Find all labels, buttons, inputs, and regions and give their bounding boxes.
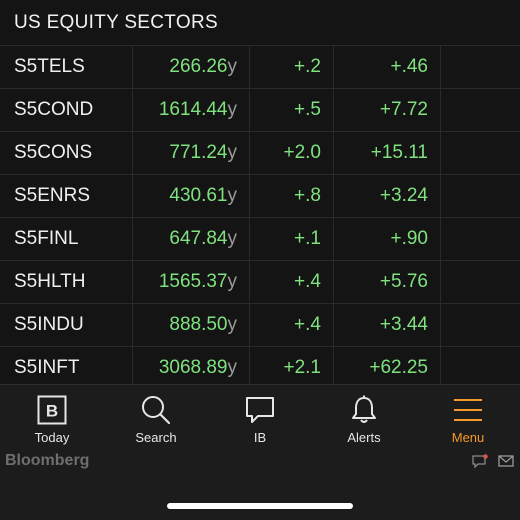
last-price-cell: 888.50 y: [133, 304, 250, 346]
last-price: 1614.44: [158, 99, 228, 120]
table-row[interactable]: S5COND 1614.44 y +.5 +7.72: [0, 89, 520, 132]
search-icon: [140, 393, 172, 427]
last-price-cell: 430.61 y: [133, 175, 250, 217]
bloomberg-wordmark: Bloomberg: [5, 452, 90, 469]
net-change-cell: +.5: [250, 89, 334, 131]
ticker-cell: S5INFT: [0, 347, 133, 384]
last-price-cell: 3068.89 y: [133, 347, 250, 384]
empty-cell: [441, 347, 520, 384]
home-indicator[interactable]: [167, 503, 353, 509]
last-price: 3068.89: [158, 357, 228, 378]
price-suffix: y: [227, 56, 238, 77]
ticker-cell: S5ENRS: [0, 175, 133, 217]
price-suffix: y: [227, 142, 238, 163]
table-row[interactable]: S5CONS 771.24 y +2.0 +15.11: [0, 132, 520, 175]
table-row[interactable]: S5FINL 647.84 y +.1 +.90: [0, 218, 520, 261]
pct-change-cell: +5.76: [334, 261, 441, 303]
last-price: 888.50: [169, 314, 228, 335]
chat-bubble-icon: [244, 393, 276, 427]
price-suffix: y: [227, 185, 238, 206]
tab-label: Today: [34, 430, 70, 445]
price-suffix: y: [227, 271, 238, 292]
table-row[interactable]: S5INDU 888.50 y +.4 +3.44: [0, 304, 520, 347]
bell-icon: [348, 393, 380, 427]
ticker-cell: S5HLTH: [0, 261, 133, 303]
last-price: 647.84: [169, 228, 228, 249]
ticker-cell: S5COND: [0, 89, 133, 131]
table-row[interactable]: S5TELS 266.26 y +.2 +.46: [0, 46, 520, 89]
last-price-cell: 771.24 y: [133, 132, 250, 174]
last-price: 771.24: [169, 142, 228, 163]
mail-icon[interactable]: [498, 454, 514, 473]
tab-ib[interactable]: IB: [208, 385, 312, 448]
bloomberg-b-icon: B: [37, 393, 67, 427]
ticker-cell: S5TELS: [0, 46, 133, 88]
price-suffix: y: [227, 228, 238, 249]
empty-cell: [441, 89, 520, 131]
ticker-cell: S5INDU: [0, 304, 133, 346]
last-price-cell: 1614.44 y: [133, 89, 250, 131]
tab-bar: B Today Search IB Alerts Menu: [0, 384, 520, 448]
tab-search[interactable]: Search: [104, 385, 208, 448]
tab-label: IB: [253, 430, 267, 445]
hamburger-icon: [452, 393, 484, 427]
table-row[interactable]: S5ENRS 430.61 y +.8 +3.24: [0, 175, 520, 218]
tab-label: Search: [135, 430, 177, 445]
tab-label: Menu: [451, 430, 485, 445]
empty-cell: [441, 261, 520, 303]
net-change-cell: +.4: [250, 261, 334, 303]
last-price-cell: 266.26 y: [133, 46, 250, 88]
sectors-panel: US EQUITY SECTORS S5TELS 266.26 y +.2 +.4…: [0, 0, 520, 384]
section-title: US EQUITY SECTORS: [0, 0, 520, 46]
pct-change-cell: +62.25: [334, 347, 441, 384]
table-row[interactable]: S5INFT 3068.89 y +2.1 +62.25: [0, 347, 520, 384]
pct-change-cell: +.90: [334, 218, 441, 260]
ticker-cell: S5CONS: [0, 132, 133, 174]
pct-change-cell: +15.11: [334, 132, 441, 174]
empty-cell: [441, 132, 520, 174]
tab-menu[interactable]: Menu: [416, 385, 520, 448]
message-alert-icon[interactable]: [472, 454, 488, 473]
tab-today[interactable]: B Today: [0, 385, 104, 448]
net-change-cell: +2.0: [250, 132, 334, 174]
last-price-cell: 647.84 y: [133, 218, 250, 260]
last-price-cell: 1565.37 y: [133, 261, 250, 303]
net-change-cell: +.1: [250, 218, 334, 260]
pct-change-cell: +.46: [334, 46, 441, 88]
ticker-cell: S5FINL: [0, 218, 133, 260]
empty-cell: [441, 175, 520, 217]
empty-cell: [441, 304, 520, 346]
net-change-cell: +2.1: [250, 347, 334, 384]
pct-change-cell: +3.44: [334, 304, 441, 346]
empty-cell: [441, 46, 520, 88]
tab-label: Alerts: [347, 430, 381, 445]
table-row[interactable]: S5HLTH 1565.37 y +.4 +5.76: [0, 261, 520, 304]
footer-bar: Bloomberg: [0, 448, 520, 520]
pct-change-cell: +7.72: [334, 89, 441, 131]
net-change-cell: +.2: [250, 46, 334, 88]
net-change-cell: +.4: [250, 304, 334, 346]
svg-text:B: B: [46, 402, 58, 421]
empty-cell: [441, 218, 520, 260]
price-suffix: y: [227, 357, 238, 378]
net-change-cell: +.8: [250, 175, 334, 217]
price-suffix: y: [227, 314, 238, 335]
last-price: 266.26: [169, 56, 228, 77]
pct-change-cell: +3.24: [334, 175, 441, 217]
tab-alerts[interactable]: Alerts: [312, 385, 416, 448]
last-price: 1565.37: [158, 271, 228, 292]
price-suffix: y: [227, 99, 238, 120]
last-price: 430.61: [169, 185, 228, 206]
